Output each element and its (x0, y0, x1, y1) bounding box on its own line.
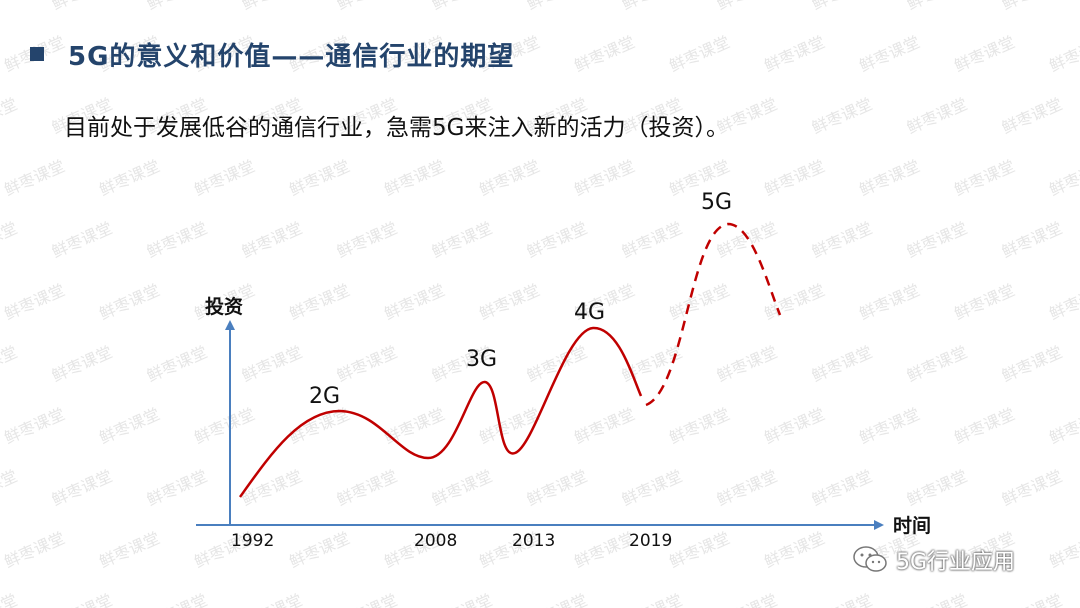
wechat-icon (853, 546, 887, 572)
investment-curve (238, 326, 643, 498)
wechat-account-name: 5G行业应用 (896, 550, 1016, 575)
generation-label-3g: 3G (466, 347, 497, 372)
year-label: 2019 (629, 531, 672, 551)
projected-5g-curve (645, 222, 782, 407)
year-label: 2013 (512, 531, 555, 551)
generation-label-2g: 2G (309, 384, 340, 409)
slide-title: 5G的意义和价值——通信行业的期望 (30, 34, 514, 74)
year-label: 1992 (231, 531, 274, 551)
title-text: 5G的意义和价值——通信行业的期望 (68, 41, 515, 72)
subtitle: 目前处于发展低谷的通信行业，急需5G来注入新的活力（投资）。 (64, 115, 729, 141)
y-axis-label: 投资 (205, 295, 243, 318)
year-label: 2008 (414, 531, 457, 551)
title-bullet-icon (30, 47, 44, 61)
wechat-badge: 5G行业应用 (852, 544, 1015, 576)
generation-label-5g: 5G (701, 190, 732, 215)
x-axis-label: 时间 (893, 515, 931, 537)
generation-label-4g: 4G (574, 300, 605, 325)
